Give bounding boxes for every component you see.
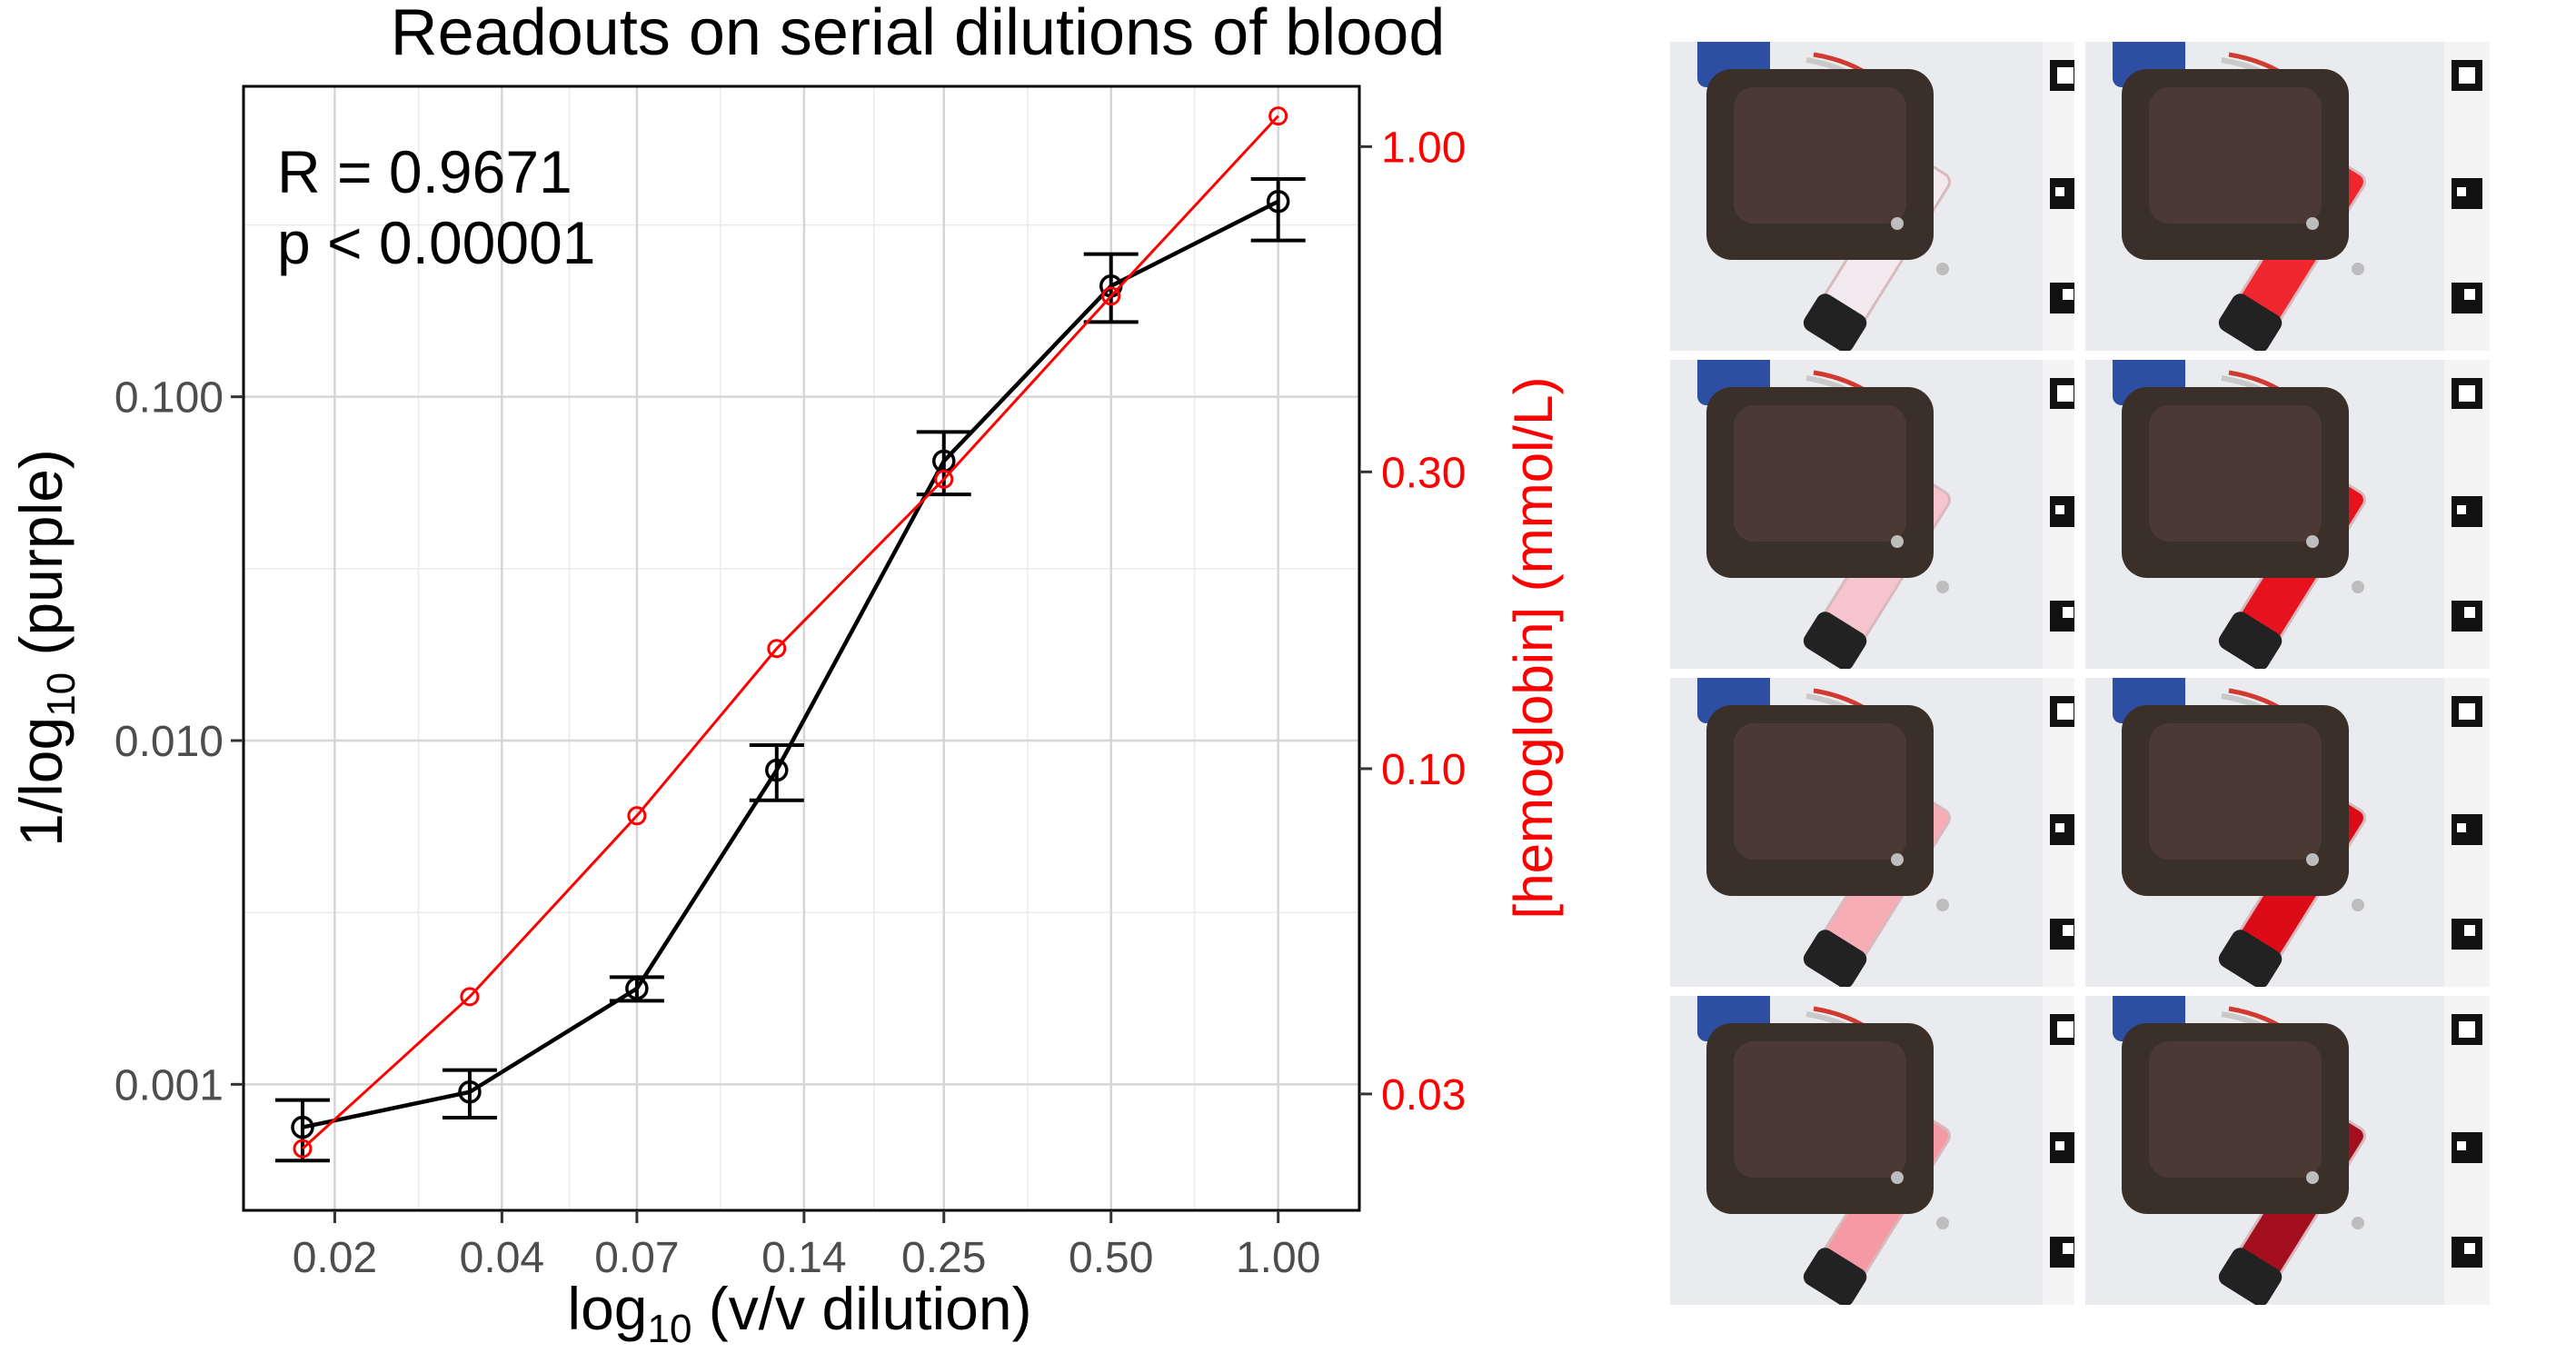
data-point — [460, 987, 480, 1007]
axes: 0.02 0.04 0.07 0.14 0.25 0.50 1.00 0.001 0.010 0.… — [114, 124, 1467, 1282]
y-left-tick-label: 0.001 — [114, 1061, 224, 1109]
data-point — [1101, 286, 1121, 306]
series-layer — [274, 106, 1306, 1163]
annotation-r-value: R = 0.9671 — [277, 138, 572, 205]
x-axis-title-prefix: log — [567, 1275, 647, 1342]
y-right-tick-label: 0.03 — [1381, 1071, 1466, 1119]
chart: Readouts on serial dilutions of blood 0.… — [7, 0, 1564, 1351]
sensor-photo — [2085, 678, 2490, 987]
sensor-photo — [2085, 996, 2490, 1305]
sensor-photo — [2085, 42, 2490, 351]
x-tick-label: 1.00 — [1236, 1234, 1320, 1282]
error-bar — [274, 1098, 330, 1163]
y-left-axis-title: 1/log10 (purple) — [7, 449, 84, 847]
sensor-photo — [1670, 42, 2074, 351]
x-tick-label: 0.07 — [594, 1234, 679, 1282]
x-tick-label: 0.02 — [293, 1234, 377, 1282]
sensor-photo — [1670, 678, 2074, 987]
annotation-p-value: p < 0.00001 — [277, 209, 596, 276]
chart-title: Readouts on serial dilutions of blood — [391, 0, 1446, 69]
x-axis-title: log10 (v/v dilution) — [567, 1275, 1031, 1351]
x-tick-label: 0.25 — [901, 1234, 986, 1282]
y-left-tick-label: 0.010 — [114, 718, 224, 766]
x-axis-title-suffix: (v/v dilution) — [691, 1275, 1031, 1342]
data-point — [291, 1115, 314, 1139]
y-right-tick-label: 1.00 — [1381, 124, 1466, 172]
sensor-photo — [1670, 996, 2074, 1305]
y-left-axis-title-sub: 10 — [39, 672, 84, 717]
data-point — [767, 639, 787, 659]
error-bar — [1250, 177, 1306, 243]
sensor-photo — [2085, 360, 2490, 669]
y-right-tick-label: 0.10 — [1381, 746, 1466, 794]
series-line-hemoglobin — [301, 114, 1279, 1150]
data-point — [625, 977, 649, 1000]
x-axis-title-sub: 10 — [648, 1307, 692, 1351]
grid — [244, 86, 1359, 1210]
y-left-axis-title-prefix: 1/log — [7, 717, 75, 847]
error-bar — [442, 1068, 497, 1119]
data-point — [458, 1080, 482, 1104]
error-bar — [749, 743, 804, 802]
y-left-axis-title-suffix: (purple) — [7, 449, 75, 672]
photo-grid — [1670, 42, 2490, 1305]
data-point — [1268, 106, 1288, 126]
data-point — [1266, 189, 1290, 214]
data-point — [934, 469, 954, 489]
y-left-tick-label: 0.100 — [114, 374, 224, 423]
sensor-photo — [1670, 360, 2074, 669]
y-right-tick-label: 0.30 — [1381, 449, 1466, 497]
plot-frame — [242, 85, 1361, 1212]
data-point — [627, 806, 647, 826]
data-point — [293, 1139, 313, 1159]
y-right-axis-title: [hemoglobin] (mmol/L) — [1503, 377, 1564, 920]
x-tick-label: 0.04 — [460, 1234, 544, 1282]
error-bar — [916, 430, 971, 497]
x-tick-label: 0.14 — [761, 1234, 846, 1282]
data-point — [765, 758, 789, 782]
x-tick-label: 0.50 — [1069, 1234, 1153, 1282]
series-line-purple — [302, 199, 1279, 1129]
